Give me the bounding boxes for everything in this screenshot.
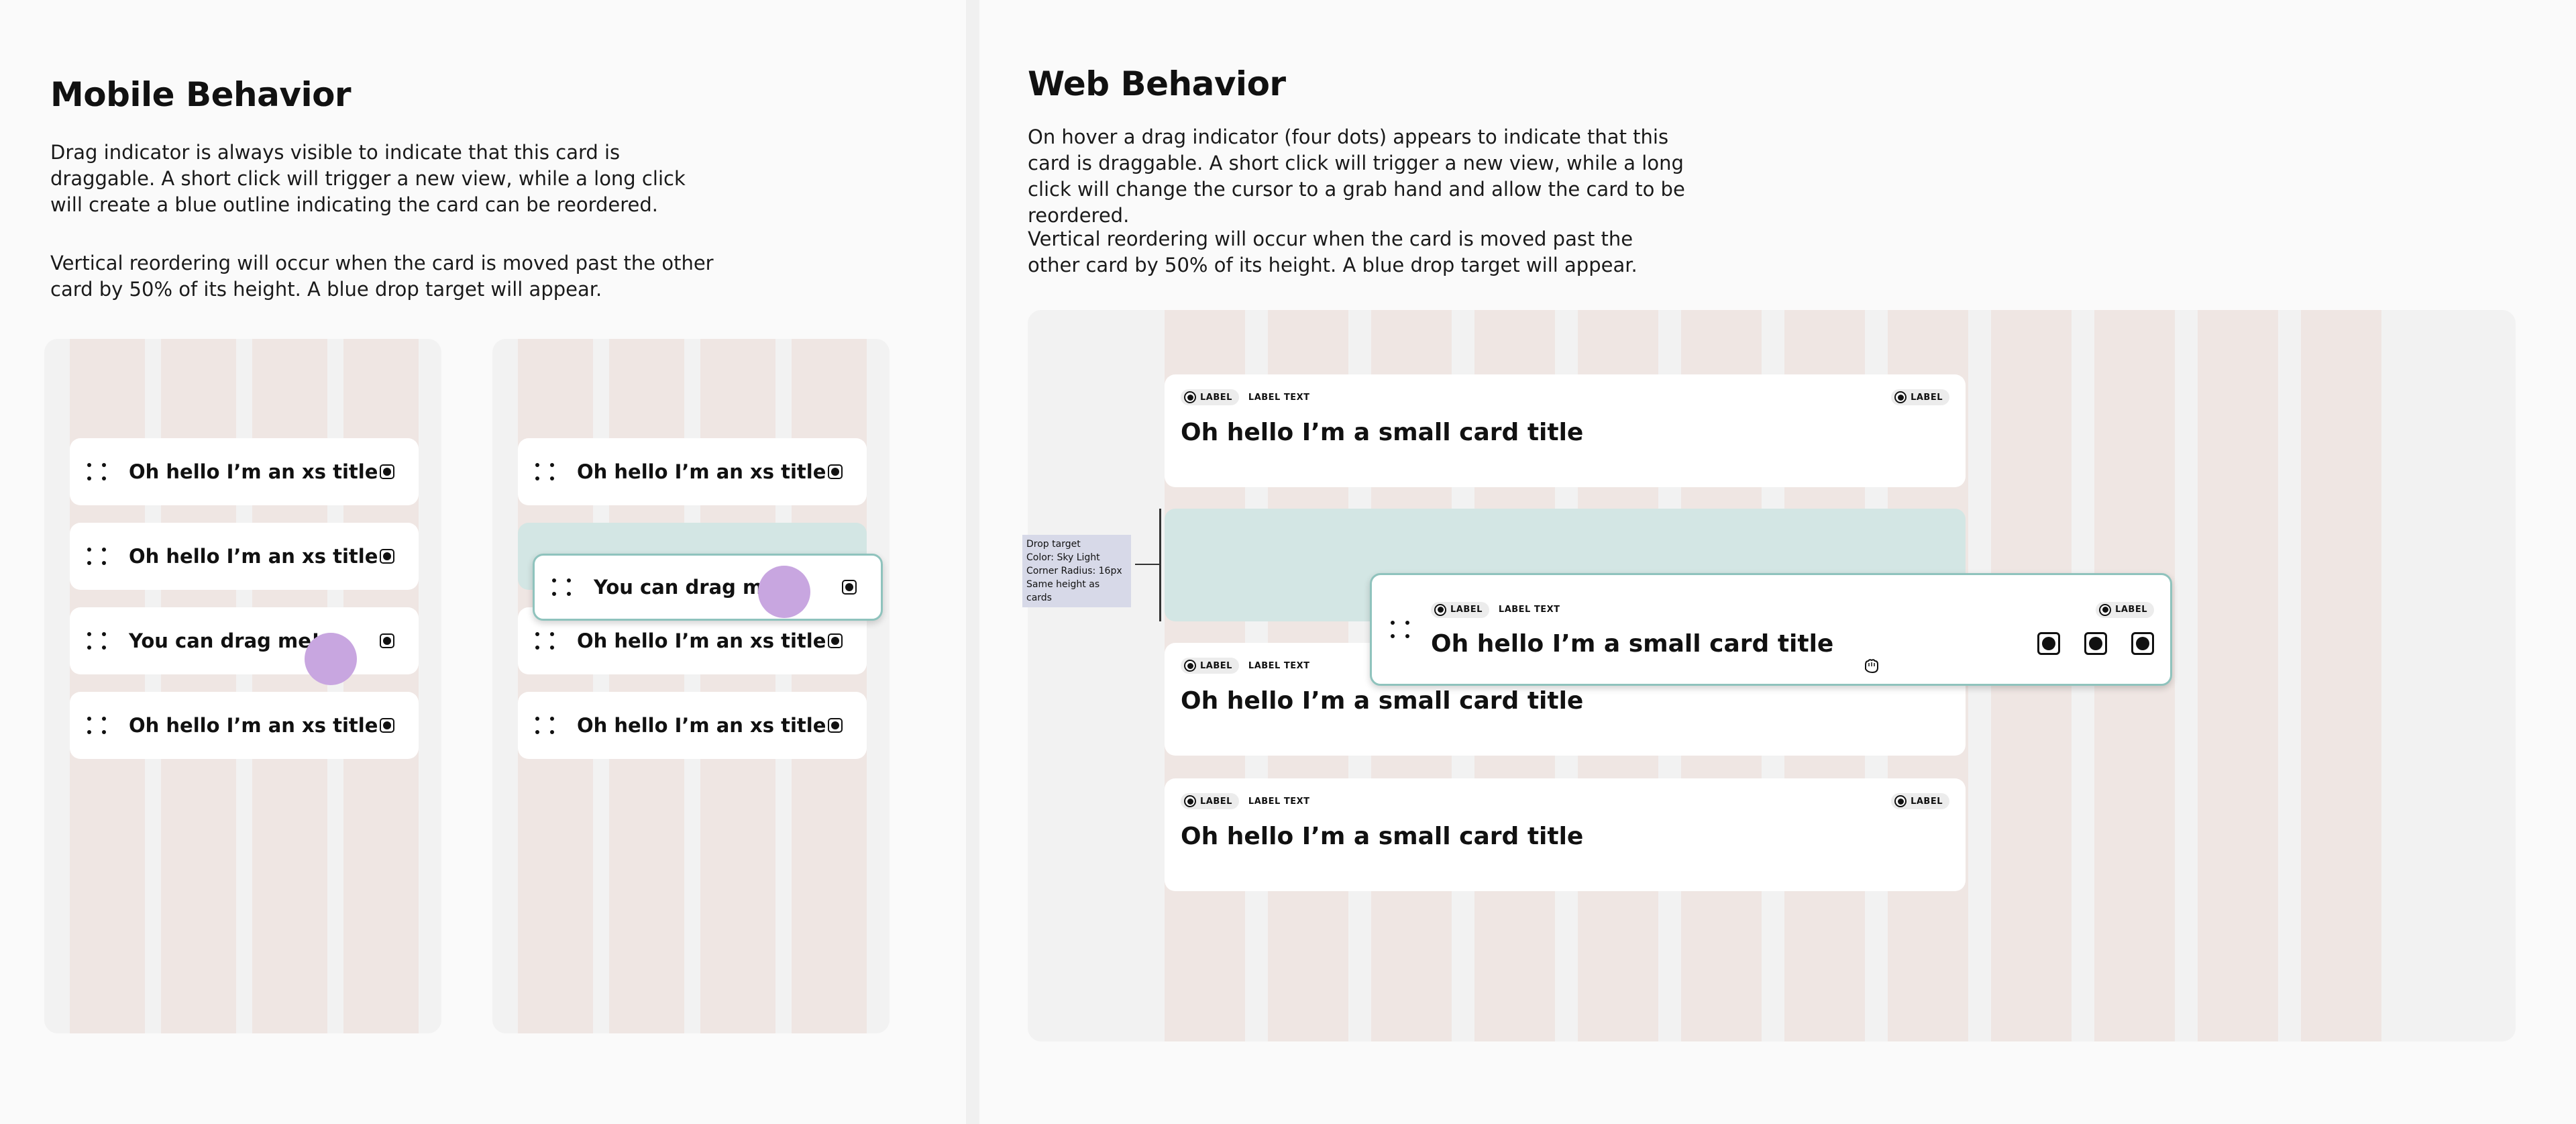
- drag-handle-icon[interactable]: [87, 548, 107, 565]
- radio-icon: [1434, 603, 1446, 616]
- label-chip: LABEL: [1891, 793, 1949, 809]
- card-title: Oh hello I’m an xs title: [129, 714, 378, 737]
- drag-handle-icon[interactable]: [87, 717, 107, 734]
- drop-target-annotation: Drop target Color: Sky Light Corner Radi…: [1022, 535, 1131, 607]
- card-title: You can drag me!: [594, 576, 786, 599]
- mobile-heading: Mobile Behavior: [50, 75, 352, 114]
- radio-icon[interactable]: [2084, 632, 2107, 655]
- drag-handle-icon[interactable]: [535, 463, 555, 480]
- label-text: LABEL TEXT: [1498, 605, 1560, 615]
- label-text: LABEL TEXT: [1248, 796, 1310, 807]
- label-chip: LABEL: [1181, 658, 1239, 674]
- card-title: Oh hello I’m an xs title: [129, 545, 378, 568]
- radio-icon[interactable]: [380, 633, 394, 648]
- web-behavior-panel: Web Behavior On hover a drag indicator (…: [979, 0, 2576, 1124]
- xs-card[interactable]: Oh hello I’m an xs title: [518, 692, 867, 759]
- card-title: Oh hello I’m a small card title: [1181, 687, 1584, 715]
- annotation-connector: [1135, 564, 1161, 565]
- card-title: Oh hello I’m an xs title: [129, 460, 378, 483]
- radio-icon[interactable]: [828, 464, 843, 479]
- xs-card[interactable]: Oh hello I’m an xs title: [70, 438, 419, 505]
- radio-icon[interactable]: [842, 580, 857, 595]
- label-text: LABEL TEXT: [1248, 392, 1310, 403]
- panel-divider: [966, 0, 979, 1124]
- grid-column: [2301, 310, 2381, 1041]
- card-title: Oh hello I’m an xs title: [577, 714, 826, 737]
- label-chip: LABEL: [1181, 389, 1239, 405]
- web-heading: Web Behavior: [1028, 64, 1286, 103]
- mobile-frame-static: Oh hello I’m an xs title Oh hello I’m an…: [44, 339, 441, 1033]
- drag-handle-icon[interactable]: [87, 632, 107, 650]
- drag-handle-icon[interactable]: [552, 578, 572, 596]
- grab-hand-cursor-icon: [1865, 659, 1878, 674]
- drag-handle-icon[interactable]: [87, 463, 107, 480]
- xs-card-being-dragged[interactable]: You can drag me!: [533, 554, 883, 621]
- radio-icon[interactable]: [2131, 632, 2154, 655]
- radio-icon: [2099, 603, 2112, 616]
- small-card-being-dragged[interactable]: LABEL LABEL TEXT LABEL Oh hello I’m a sm…: [1370, 573, 2172, 686]
- xs-card-draggable[interactable]: You can drag me!: [70, 607, 419, 674]
- drag-handle-icon[interactable]: [535, 717, 555, 734]
- radio-icon[interactable]: [380, 549, 394, 564]
- drag-handle-icon[interactable]: [1391, 621, 1411, 638]
- radio-icon: [1894, 391, 1907, 403]
- web-frame: LABEL LABEL TEXT LABEL Oh hello I’m a sm…: [1028, 310, 2516, 1041]
- small-card[interactable]: LABEL LABEL TEXT LABEL Oh hello I’m a sm…: [1165, 778, 1966, 891]
- label-chip: LABEL: [1891, 389, 1949, 405]
- web-paragraph-2: Vertical reordering will occur when the …: [1028, 227, 1638, 276]
- label-chip: LABEL: [1181, 793, 1239, 809]
- mobile-paragraph-1: Drag indicator is always visible to indi…: [50, 141, 686, 216]
- card-title: Oh hello I’m a small card title: [1431, 629, 1834, 658]
- xs-card[interactable]: Oh hello I’m an xs title: [70, 692, 419, 759]
- mobile-behavior-panel: Mobile Behavior Drag indicator is always…: [0, 0, 966, 1124]
- small-card[interactable]: LABEL LABEL TEXT LABEL Oh hello I’m a sm…: [1165, 374, 1966, 487]
- radio-icon: [1184, 391, 1196, 403]
- radio-icon: [1184, 795, 1196, 807]
- card-title: Oh hello I’m an xs title: [577, 629, 826, 652]
- mobile-paragraph-2: Vertical reordering will occur when the …: [50, 252, 714, 301]
- touch-point-indicator: [305, 633, 357, 685]
- radio-icon[interactable]: [2037, 632, 2060, 655]
- mobile-frame-dragging: Oh hello I’m an xs title Oh hello I’m an…: [492, 339, 890, 1033]
- radio-icon[interactable]: [380, 464, 394, 479]
- radio-icon: [1894, 795, 1907, 807]
- web-paragraph-1: On hover a drag indicator (four dots) ap…: [1028, 125, 1685, 227]
- label-text: LABEL TEXT: [1248, 660, 1310, 671]
- card-title: Oh hello I’m an xs title: [577, 460, 826, 483]
- touch-point-indicator: [758, 566, 810, 618]
- xs-card[interactable]: Oh hello I’m an xs title: [70, 523, 419, 590]
- card-title: You can drag me!: [129, 629, 321, 652]
- label-chip: LABEL: [2096, 601, 2154, 618]
- xs-card[interactable]: Oh hello I’m an xs title: [518, 438, 867, 505]
- radio-icon[interactable]: [828, 633, 843, 648]
- radio-icon[interactable]: [828, 718, 843, 733]
- drag-handle-icon[interactable]: [535, 632, 555, 650]
- card-title: Oh hello I’m a small card title: [1181, 823, 1584, 850]
- annotation-bracket: [1159, 509, 1161, 621]
- label-chip: LABEL: [1431, 601, 1489, 618]
- radio-icon[interactable]: [380, 718, 394, 733]
- radio-icon: [1184, 660, 1196, 672]
- card-title: Oh hello I’m a small card title: [1181, 419, 1584, 446]
- grid-column: [2198, 310, 2278, 1041]
